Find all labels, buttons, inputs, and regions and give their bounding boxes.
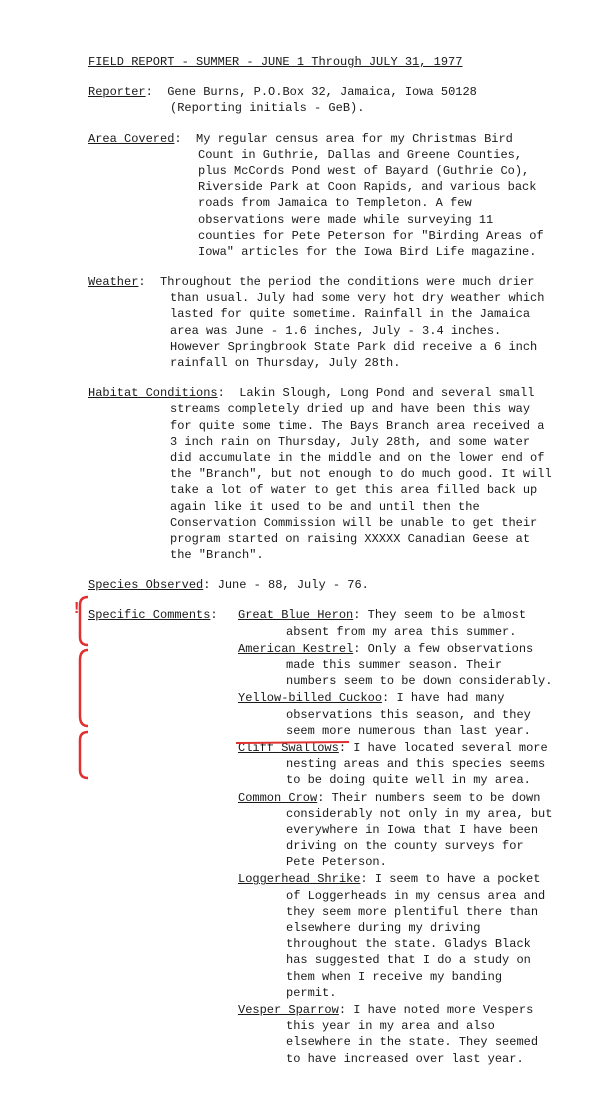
species-name: American Kestrel: [238, 642, 353, 656]
habitat-label: Habitat Conditions: [88, 386, 218, 400]
habitat-text: Lakin Slough, Long Pond and several smal…: [170, 386, 552, 562]
species-entry: Loggerhead Shrike: I seem to have a pock…: [238, 871, 556, 1001]
comments-label-col: Specific Comments:: [88, 607, 238, 1067]
species-entry: Vesper Sparrow: I have noted more Vesper…: [238, 1002, 556, 1067]
red-bracket-icon: [78, 595, 92, 647]
comments-section: Specific Comments: Great Blue Heron: The…: [88, 607, 556, 1067]
red-bracket-icon: [78, 648, 92, 728]
weather-label: Weather: [88, 275, 138, 289]
red-underline-icon: [235, 740, 350, 746]
species-entry: American Kestrel: Only a few observation…: [238, 641, 556, 690]
species-observed-section: Species Observed: June - 88, July - 76.: [88, 577, 556, 593]
area-label: Area Covered: [88, 132, 174, 146]
species-entry: Yellow-billed Cuckoo: I have had many ob…: [238, 690, 556, 739]
species-name: Loggerhead Shrike: [238, 872, 360, 886]
report-title: FIELD REPORT - SUMMER - JUNE 1 Through J…: [88, 54, 556, 70]
species-entry: Cliff Swallows: I have located several m…: [238, 740, 556, 789]
page: FIELD REPORT - SUMMER - JUNE 1 Through J…: [0, 0, 612, 1098]
area-text: My regular census area for my Christmas …: [196, 132, 544, 259]
reporter-section: Reporter: Gene Burns, P.O.Box 32, Jamaic…: [88, 84, 556, 116]
weather-text: Throughout the period the conditions wer…: [160, 275, 544, 370]
species-observed-text: June - 88, July - 76.: [218, 578, 369, 592]
comments-entries: Great Blue Heron: They seem to be almost…: [238, 607, 556, 1067]
species-entry: Common Crow: Their numbers seem to be do…: [238, 790, 556, 871]
comments-label: Specific Comments: [88, 608, 210, 622]
red-bracket-icon: [78, 730, 92, 780]
species-entry: Great Blue Heron: They seem to be almost…: [238, 607, 556, 639]
reporter-label: Reporter: [88, 85, 146, 99]
species-observed-label: Species Observed: [88, 578, 203, 592]
species-name: Great Blue Heron: [238, 608, 353, 622]
species-text: I seem to have a pocket of Loggerheads i…: [286, 872, 545, 999]
weather-section: Weather: Throughout the period the condi…: [88, 274, 556, 371]
species-name: Vesper Sparrow: [238, 1003, 339, 1017]
species-text: Their numbers seem to be down considerab…: [286, 791, 552, 870]
habitat-section: Habitat Conditions: Lakin Slough, Long P…: [88, 385, 556, 563]
species-name: Common Crow: [238, 791, 317, 805]
area-section: Area Covered: My regular census area for…: [88, 131, 556, 261]
reporter-text: Gene Burns, P.O.Box 32, Jamaica, Iowa 50…: [167, 85, 477, 115]
species-name: Yellow-billed Cuckoo: [238, 691, 382, 705]
